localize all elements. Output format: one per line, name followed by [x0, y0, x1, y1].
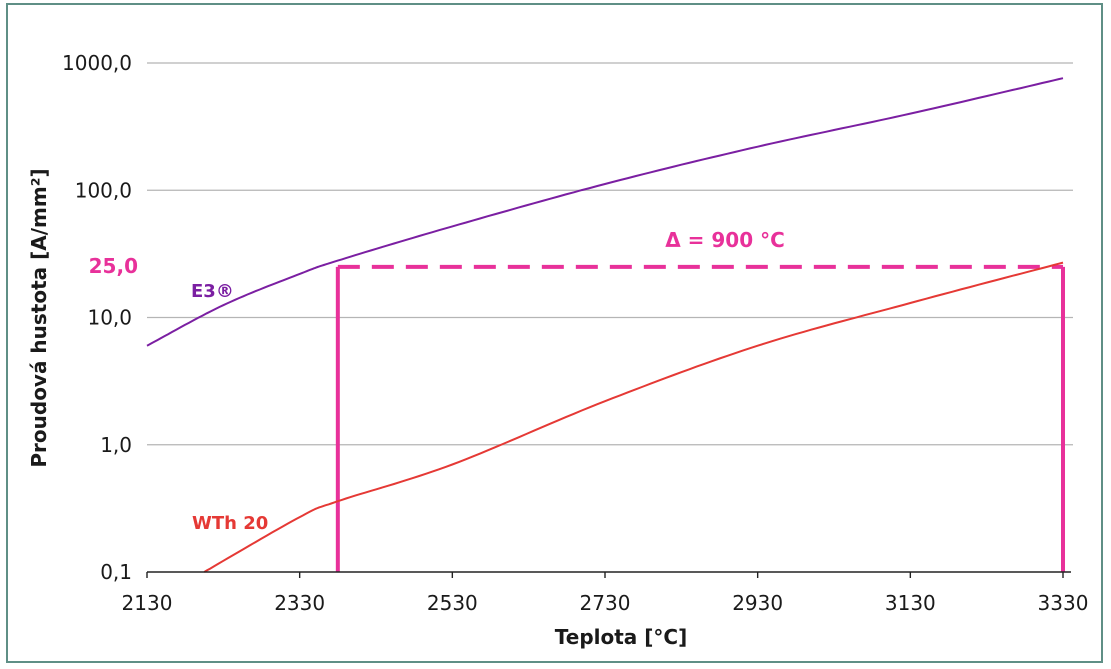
x-tick-label: 2930 — [732, 591, 783, 615]
y-tick-label: 100,0 — [75, 178, 132, 202]
series-line-e3 — [146, 77, 1064, 347]
delta-label: Δ = 900 °C — [665, 228, 785, 252]
x-tick-label: 2730 — [580, 591, 631, 615]
x-tick-label: 2130 — [122, 591, 173, 615]
x-tick-label: 2330 — [274, 591, 325, 615]
grid — [147, 62, 1073, 446]
x-axis-title: Teplota [°C] — [555, 625, 687, 649]
y-axis-title: Proudová hustota [A/mm²] — [27, 168, 51, 467]
y-tick-label: 1,0 — [100, 433, 132, 457]
y-tick-label: 0,1 — [100, 560, 132, 584]
x-tick-label: 3330 — [1038, 591, 1089, 615]
series-label-e3: E3® — [191, 281, 234, 302]
y-tick-label: 1000,0 — [62, 51, 132, 75]
y-tick-label: 10,0 — [87, 306, 132, 330]
x-tick-label: 3130 — [885, 591, 936, 615]
series-label-wth20: WTh 20 — [192, 513, 268, 534]
axes: 0,1 1,0 10,0 100,0 1000,0 2130 2330 2530 2730 293… — [62, 51, 1088, 615]
delta-annotation — [335, 264, 1065, 572]
series — [146, 77, 1064, 573]
level-label: 25,0 — [89, 254, 138, 278]
x-tick-label: 2530 — [427, 591, 478, 615]
series-line-wth20 — [203, 261, 1064, 573]
chart-frame — [6, 3, 1103, 663]
